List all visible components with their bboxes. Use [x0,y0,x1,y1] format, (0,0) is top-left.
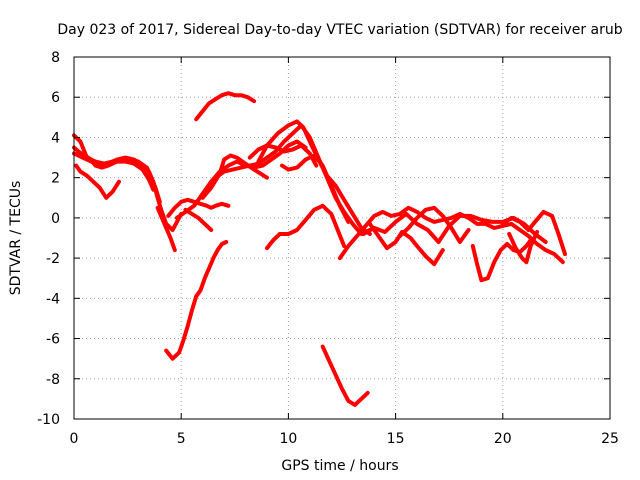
x-tick-label: 25 [601,431,619,447]
series-arc-18 [337,205,565,265]
series-arc-14 [256,119,372,236]
x-axis-label: GPS time / hours [281,458,398,474]
series-arc-17 [320,344,370,407]
x-tick-label: 15 [387,431,405,447]
series-group [72,91,567,407]
y-tick-label: 6 [51,90,60,106]
series-arc-09 [194,91,257,122]
series-arc-03 [74,163,121,200]
x-tick-label: 0 [70,431,79,447]
series-arc-08 [164,240,229,361]
series-arc-21 [397,205,471,244]
series-arc-20 [367,221,445,267]
series-arc-13 [247,143,319,168]
y-tick-label: 0 [51,211,60,227]
series-arc-07 [183,207,214,232]
y-tick-label: -2 [46,251,60,267]
series-arc-05 [155,205,177,253]
series-arc-24 [507,230,540,265]
series-arc-15 [280,153,351,224]
axis-ticks [73,56,611,420]
x-tick-label: 10 [279,431,297,447]
plot-frame [73,56,611,420]
series-arc-01 [72,133,184,232]
axis-tick-labels: 0 5 10 15 20 25 -10 -8 -6 -4 -2 0 2 4 6 8 [37,50,619,447]
y-tick-label: -4 [46,291,60,307]
x-tick-label: 5 [177,431,186,447]
y-axis-label: SDTVAR / TECUs [8,181,24,296]
series-arc-06 [166,197,231,218]
x-tick-label: 20 [494,431,512,447]
y-tick-label: -8 [46,372,60,388]
y-tick-label: -6 [46,332,60,348]
series-arc-11 [200,153,269,200]
y-tick-label: 4 [51,130,60,146]
series-arc-04 [72,151,162,204]
series-arc-22 [470,238,533,283]
series-arc-16 [265,203,347,251]
chart-title: Day 023 of 2017, Sidereal Day-to-day VTE… [57,22,622,38]
y-tick-label: 2 [51,171,60,187]
y-tick-label: -10 [37,412,60,428]
y-tick-label: 8 [51,50,60,66]
series-arc-23 [500,209,567,257]
